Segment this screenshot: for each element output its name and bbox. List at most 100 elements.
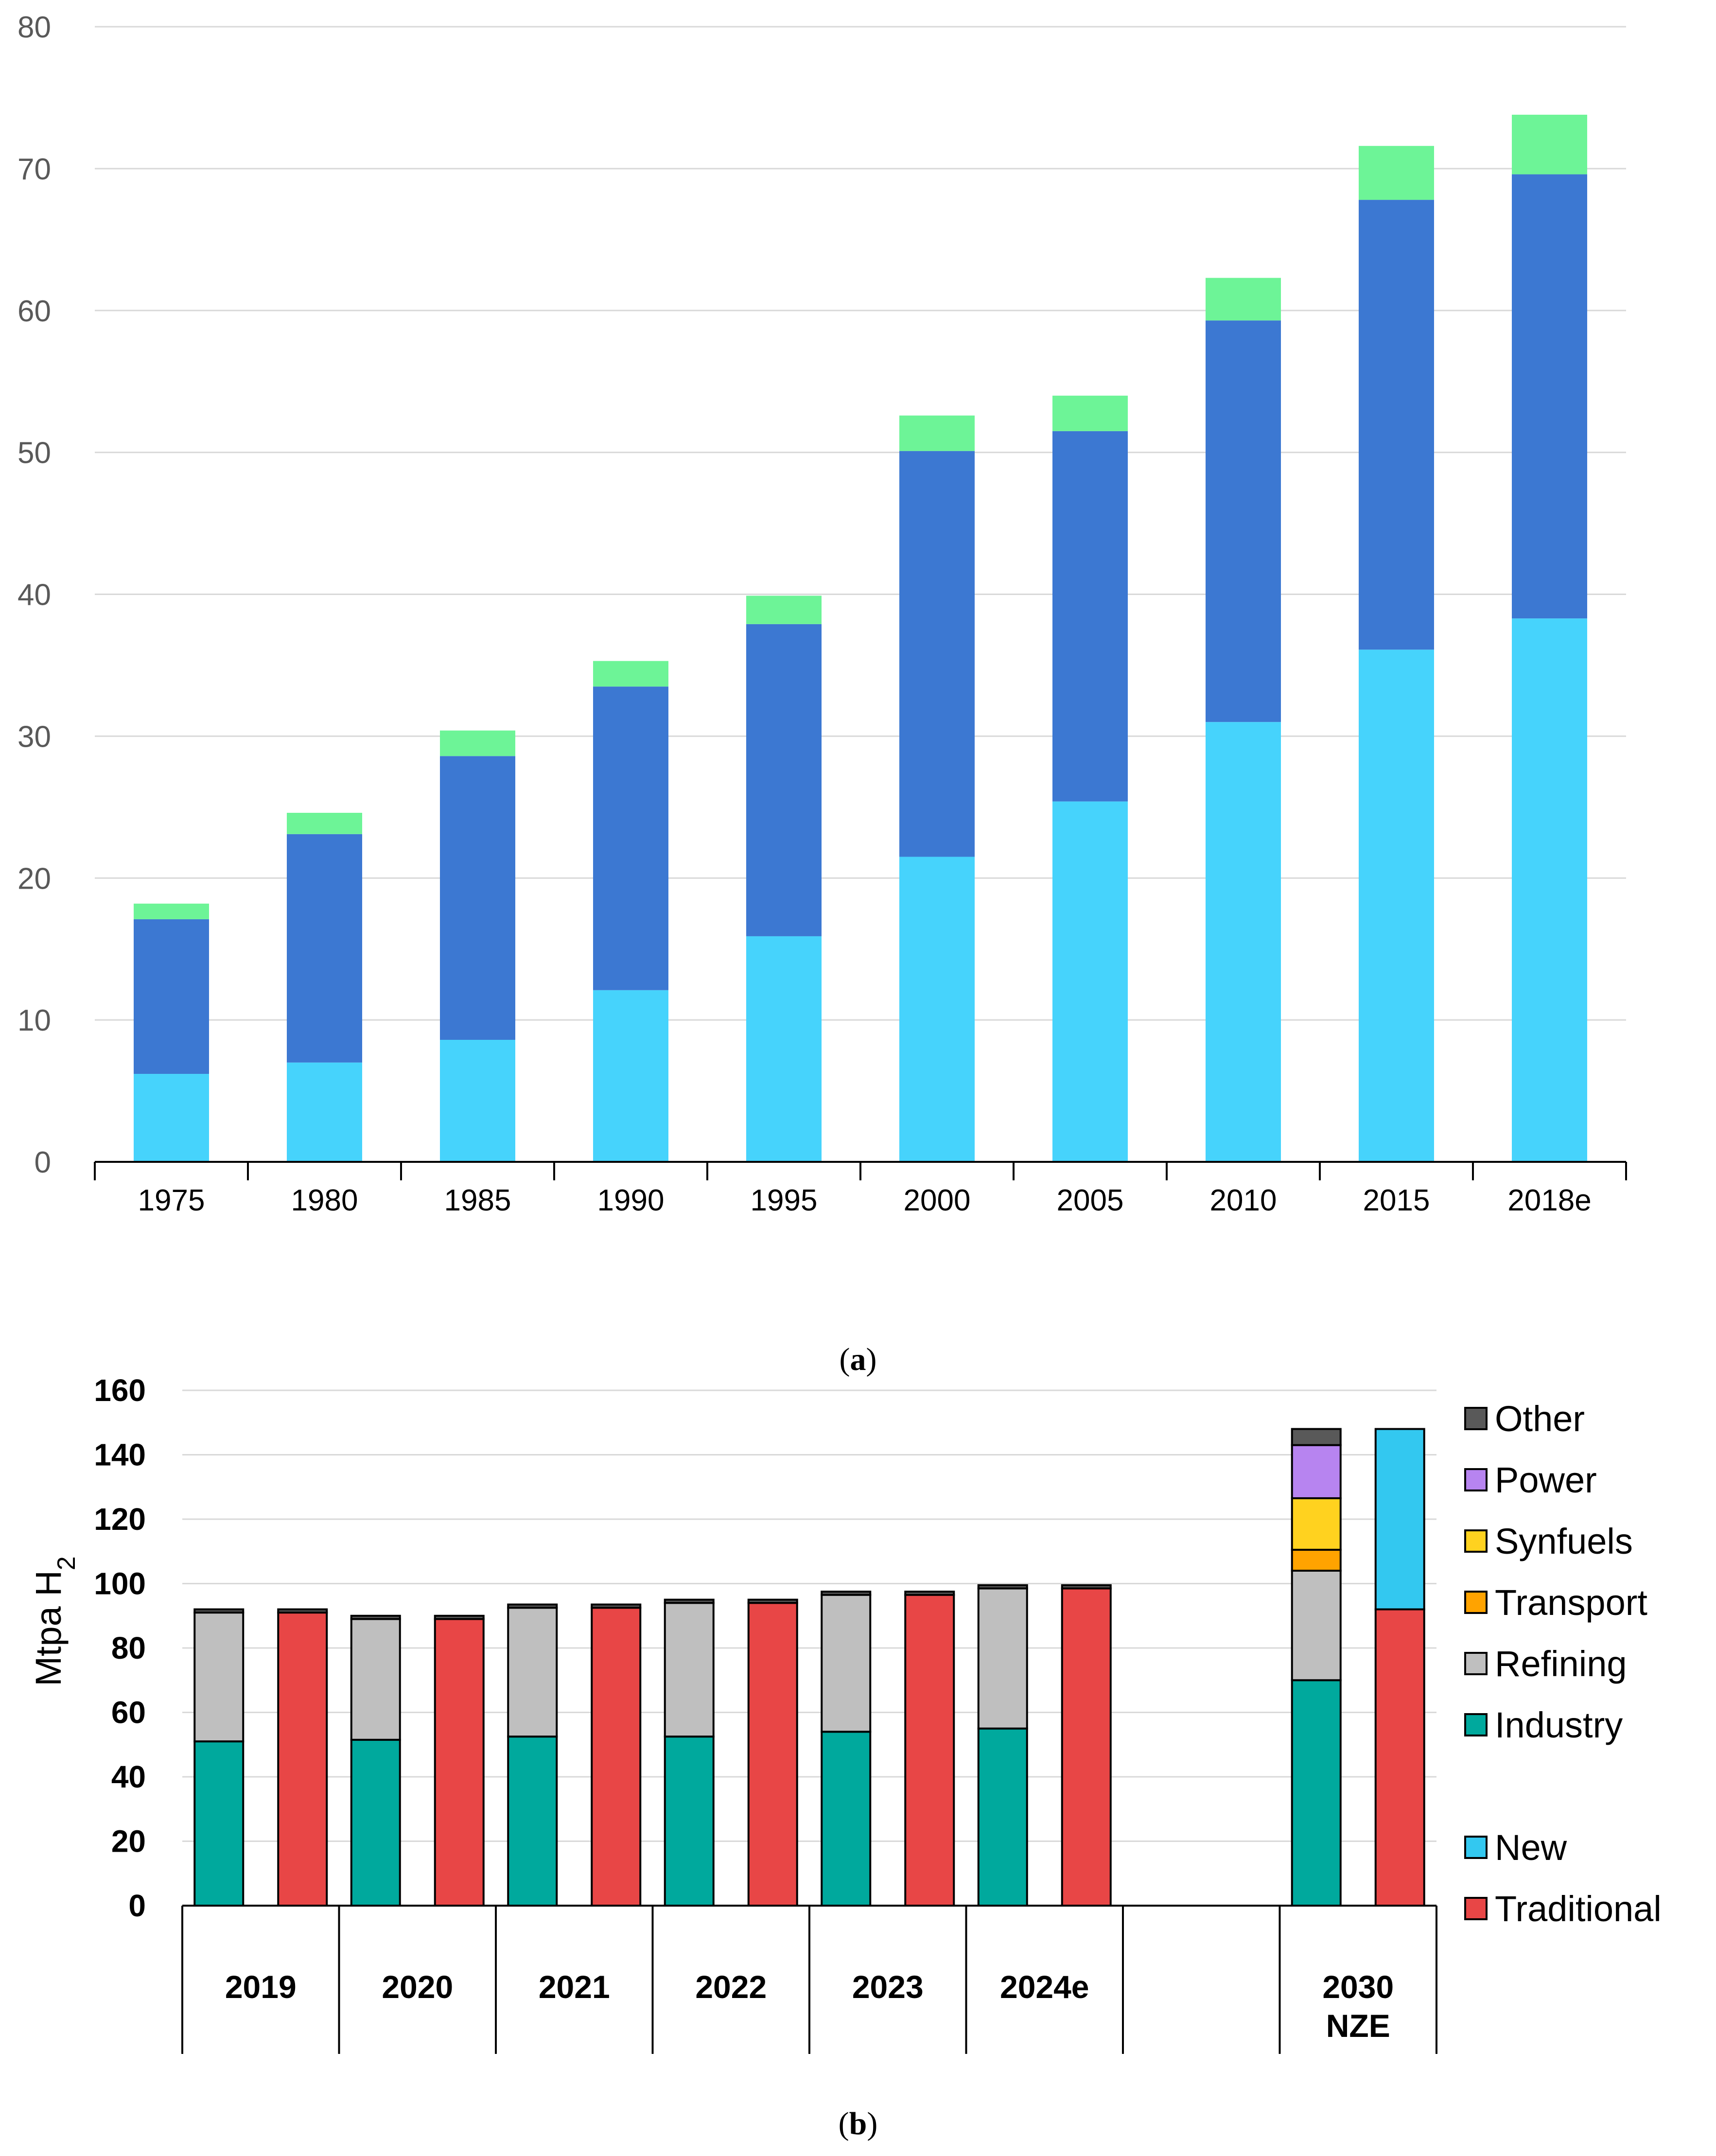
chart-a-y-tick-label: 80 — [18, 11, 51, 44]
chart-a-category-label: 2018e — [1507, 1184, 1591, 1217]
chart-a-y-tick-labels: 0 10 20 30 40 50 60 70 80 — [18, 11, 51, 1179]
chart-b-bar-2022-traditional — [747, 1602, 798, 1907]
chart-b-bar-2021-industry — [507, 1735, 558, 1907]
chart-b-bar-2030-nze-power — [1291, 1444, 1342, 1499]
chart-a-y-tick-label: 70 — [18, 153, 51, 186]
chart-b-bar-2022-refining — [664, 1602, 715, 1738]
chart-a-bar-2010-segment-3 — [1206, 278, 1281, 321]
chart-b-y-axis-label-main: Mtpa H — [28, 1570, 69, 1686]
caption-a: (a) — [840, 1342, 877, 1377]
chart-a-bar-1975-segment-1 — [134, 1074, 209, 1162]
chart-a-category-label: 2000 — [904, 1184, 971, 1217]
chart-b-legend-swatch-refining — [1464, 1652, 1488, 1675]
chart-b-legend-swatch-synfuels — [1464, 1529, 1488, 1553]
chart-b-bar-2019-industry — [193, 1740, 245, 1907]
chart-a-bar-2015-segment-3 — [1359, 146, 1434, 200]
chart-b-legend-swatch-transport — [1464, 1591, 1488, 1614]
chart-a-category-label: 1990 — [597, 1184, 665, 1217]
chart-a-category-label: 1975 — [138, 1184, 205, 1217]
chart-a-y-tick-label: 30 — [18, 720, 51, 754]
chart-b-bar-2024e-industry — [977, 1727, 1028, 1907]
chart-b-bar-2030-nze-other — [1291, 1428, 1342, 1446]
chart-b-legend-label-traditional: Traditional — [1495, 1889, 1662, 1929]
chart-b-bar-2023-traditional — [904, 1594, 955, 1907]
chart-a-category-label: 1985 — [444, 1184, 511, 1217]
chart-b-legend-label-synfuels: Synfuels — [1495, 1521, 1633, 1561]
chart-b-y-tick-label: 80 — [111, 1630, 146, 1665]
chart-a-bar-1990-segment-3 — [593, 661, 668, 687]
chart-a-bar-1975-segment-3 — [134, 903, 209, 919]
chart-a-bar-2010-segment-1 — [1206, 722, 1281, 1162]
caption-b: (b) — [839, 2106, 878, 2141]
chart-a-bar-2015-segment-1 — [1359, 649, 1434, 1162]
chart-a-bar-2018e-segment-3 — [1512, 114, 1587, 175]
chart-b-bar-2019-other — [193, 1608, 245, 1614]
chart-b-legend-label-transport: Transport — [1495, 1582, 1647, 1623]
chart-b-bar-2021-traditional — [591, 1607, 642, 1907]
chart-b-bar-2030-nze-traditional — [1374, 1608, 1425, 1907]
caption-a-letter: a — [850, 1342, 866, 1377]
chart-a-bar-1990-segment-1 — [593, 990, 668, 1162]
chart-b-bar-2021-other — [591, 1603, 642, 1609]
chart-b-bar-2020-refining — [350, 1618, 401, 1741]
chart-b-bar-2030-nze-synfuels — [1291, 1497, 1342, 1551]
chart-b-y-axis-label-subscript: 2 — [53, 1556, 81, 1570]
chart-b-legend-label-power: Power — [1495, 1460, 1597, 1500]
chart-a-category-label: 2010 — [1210, 1184, 1277, 1217]
chart-b-bar-2030-nze-industry — [1291, 1679, 1342, 1907]
chart-b-legend-label-new: New — [1495, 1827, 1567, 1868]
chart-b-bar-2023-other — [821, 1591, 872, 1596]
chart-a-x-axis — [94, 1161, 1627, 1180]
chart-b-bar-2022-industry — [664, 1735, 715, 1907]
chart-b-bar-2023-other — [904, 1591, 955, 1596]
chart-a-bar-1980-segment-2 — [287, 834, 362, 1063]
chart-b-bar-2024e-traditional — [1061, 1587, 1112, 1907]
chart-a-bar-2000-segment-1 — [899, 857, 975, 1162]
chart-a-y-tick-label: 0 — [35, 1146, 51, 1179]
chart-a-bar-1990-segment-2 — [593, 686, 668, 990]
chart-b-legend-swatch-power — [1464, 1468, 1488, 1491]
chart-a-bar-2010-segment-2 — [1206, 320, 1281, 722]
chart-b-category-label-line2: NZE — [1326, 2008, 1390, 2044]
chart-b-legend-label-refining: Refining — [1495, 1644, 1627, 1684]
chart-b-bar-2020-industry — [350, 1738, 401, 1907]
chart-a-bar-2015-segment-2 — [1359, 200, 1434, 650]
chart-b-y-tick-labels: 0 20 40 60 80 100 120 140 160 — [94, 1373, 146, 1923]
chart-a-bar-1985-segment-2 — [440, 756, 515, 1040]
chart-a-category-label: 2005 — [1057, 1184, 1124, 1217]
chart-a-bar-1985-segment-1 — [440, 1039, 515, 1162]
chart-b-y-tick-label: 120 — [94, 1502, 146, 1537]
chart-b-bar-2030-nze-new — [1374, 1428, 1425, 1611]
chart-a-bar-2018e-segment-1 — [1512, 618, 1587, 1162]
chart-a-y-tick-label: 20 — [18, 862, 51, 895]
chart-a-category-label: 2015 — [1363, 1184, 1430, 1217]
chart-b-bar-2019-traditional — [277, 1612, 328, 1907]
chart-b-category-label: 2021 — [539, 1969, 610, 2005]
chart-a-bar-2005-segment-3 — [1052, 395, 1128, 431]
chart-b-category-label: 2023 — [852, 1969, 924, 2005]
chart-a-y-tick-label: 60 — [18, 295, 51, 328]
chart-b-y-tick-label: 140 — [94, 1437, 146, 1472]
chart-b-bar-2021-refining — [507, 1607, 558, 1738]
chart-b-y-axis-label: Mtpa H2 — [28, 1556, 81, 1686]
chart-b-legend-swatch-traditional — [1464, 1897, 1488, 1920]
chart-b-bar-2023-industry — [821, 1731, 872, 1907]
chart-b-legend: Other Power Synfuels Transport Refining Indus… — [1464, 1399, 1662, 1929]
chart-b-bar-2030-nze-transport — [1291, 1548, 1342, 1572]
chart-b-bar-2020-traditional — [434, 1618, 485, 1907]
chart-b-bar-2030-nze-refining — [1291, 1570, 1342, 1682]
chart-b-y-tick-label: 160 — [94, 1373, 146, 1408]
chart-a-bar-1995-segment-2 — [746, 624, 822, 936]
chart-a-bar-1980-segment-1 — [287, 1062, 362, 1162]
chart-a-y-tick-label: 50 — [18, 437, 51, 470]
chart-b-bar-2023-refining — [821, 1594, 872, 1733]
chart-b-bar-2019-refining — [193, 1612, 245, 1743]
chart-b-category-label: 2022 — [695, 1969, 767, 2005]
chart-b-category-label: 2030 — [1322, 1969, 1394, 2005]
chart-b-bars — [193, 1428, 1425, 1907]
chart-b-category-label: 2020 — [382, 1969, 453, 2005]
chart-a-bar-2005-segment-1 — [1052, 801, 1128, 1162]
chart-a-bar-2000-segment-2 — [899, 451, 975, 857]
